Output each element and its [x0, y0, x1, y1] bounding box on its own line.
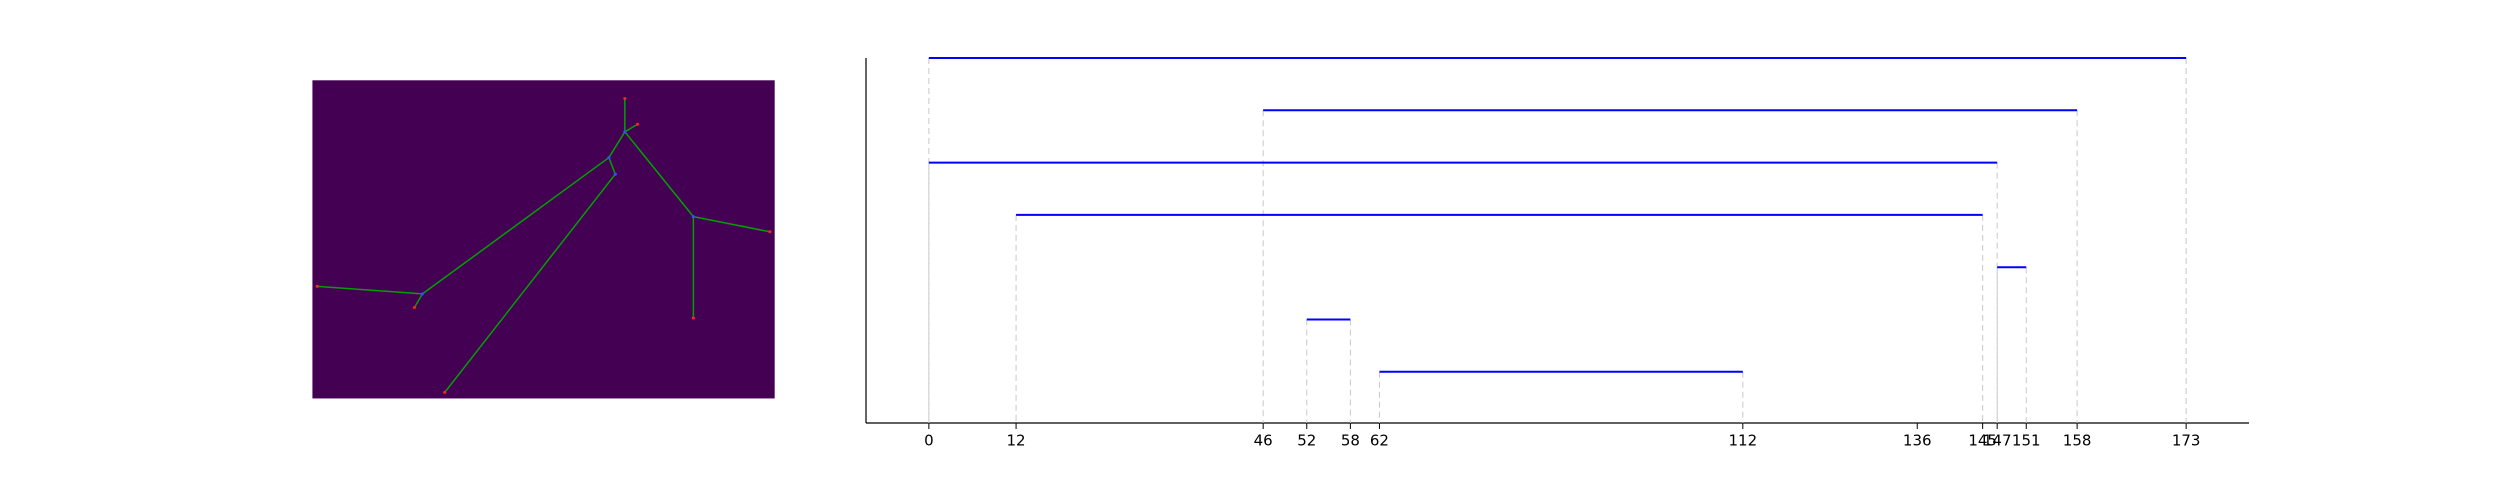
endpoint-nodes	[315, 96, 772, 394]
image-background	[312, 80, 775, 399]
x-tick-label: 147	[1983, 432, 2012, 450]
x-tick-label: 151	[2012, 432, 2041, 450]
x-tick-label: 136	[1903, 432, 1932, 450]
x-tick-label: 112	[1729, 432, 1758, 450]
skeleton-image	[312, 80, 775, 399]
x-tick-label: 46	[1254, 432, 1273, 450]
x-tick-label: 52	[1297, 432, 1316, 450]
x-tick-label: 158	[2063, 432, 2092, 450]
x-tick-label: 12	[1007, 432, 1026, 450]
x-tick-label: 58	[1341, 432, 1360, 450]
x-tick-label: 173	[2172, 432, 2201, 450]
x-tick-label: 145	[1968, 432, 1997, 450]
junction-nodes	[420, 130, 695, 296]
skeleton-edges	[317, 98, 770, 392]
x-tick-label: 0	[924, 432, 934, 450]
x-tick-label: 62	[1370, 432, 1389, 450]
